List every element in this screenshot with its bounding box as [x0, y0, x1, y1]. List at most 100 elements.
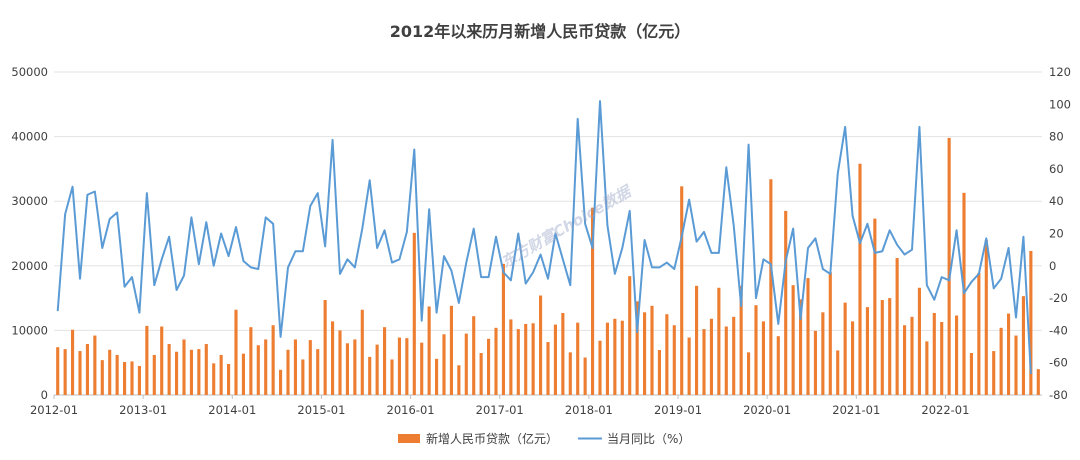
y-right-tick-label: -40 [1049, 323, 1068, 337]
loan-bar [501, 263, 505, 395]
loan-bar [806, 278, 810, 395]
loan-bar [487, 338, 491, 395]
loan-bar [717, 287, 721, 395]
loan-bar [851, 321, 855, 395]
y-axis-right: -80 -60 -40 -20 0 20 40 60 80 100 120 [1049, 65, 1071, 402]
loan-bar [865, 307, 869, 395]
legend-line-label: 当月同比（%） [607, 432, 690, 446]
loan-bar [227, 363, 231, 395]
loan-bar [256, 345, 260, 395]
loan-bar [212, 363, 216, 395]
loan-bar [739, 285, 743, 395]
loan-bar [999, 327, 1003, 395]
loan-bar [375, 344, 379, 395]
loan-bar [182, 339, 186, 395]
loan-bar [331, 321, 335, 395]
loan-bar [271, 325, 275, 395]
x-tick-label: 2014-01 [208, 403, 256, 417]
x-tick-label: 2015-01 [297, 403, 345, 417]
loan-bar [903, 325, 907, 395]
y-left-tick-label: 40000 [11, 130, 48, 144]
loan-bar [605, 322, 609, 395]
loan-bar [71, 329, 75, 395]
loan-bar [657, 349, 661, 395]
loan-bar [316, 349, 320, 395]
loan-bar [160, 326, 164, 395]
loan-bar [932, 312, 936, 395]
loan-bar [397, 337, 401, 395]
loan-bar [732, 316, 736, 395]
loan-bar [412, 232, 416, 395]
loan-bar [553, 324, 557, 395]
loan-bar [761, 321, 765, 395]
loan-bar [598, 340, 602, 395]
loan-bar [301, 359, 305, 395]
loan-bar [665, 314, 669, 395]
loan-bar [479, 353, 483, 395]
loan-bar [992, 351, 996, 395]
loan-bar [650, 305, 654, 395]
loan-bar [368, 356, 372, 395]
loan-bar [568, 352, 572, 395]
loan-bar [360, 309, 364, 395]
loan-bar [880, 300, 884, 395]
loan-bar [197, 349, 201, 395]
loan-bar [286, 349, 290, 395]
x-tick-label: 2013-01 [119, 403, 167, 417]
loan-bar [100, 360, 104, 395]
loan-bar [167, 343, 171, 395]
loan-bar [524, 323, 528, 395]
loan-bar [152, 354, 156, 395]
loan-bar [672, 325, 676, 395]
y-axis-left: 0 10000 20000 30000 40000 50000 [11, 65, 48, 402]
y-right-tick-label: 20 [1049, 227, 1064, 241]
loan-bar [613, 318, 617, 395]
loan-bar [784, 210, 788, 395]
loan-bar [78, 351, 82, 395]
legend: 新增人民币贷款（亿元） 当月同比（%） [398, 431, 690, 446]
y-right-tick-label: 80 [1049, 130, 1064, 144]
loan-bar [293, 339, 297, 395]
y-left-tick-label: 10000 [11, 323, 48, 337]
x-tick-label: 2012-01 [30, 403, 78, 417]
loan-bar [702, 329, 706, 395]
yoy-line [56, 100, 1032, 375]
loan-bar [539, 295, 543, 395]
y-left-tick-label: 50000 [11, 65, 48, 79]
loan-bar [1014, 335, 1018, 395]
y-left-tick-label: 30000 [11, 194, 48, 208]
x-tick-label: 2017-01 [476, 403, 524, 417]
loan-bar [776, 336, 780, 395]
loan-bar [457, 365, 461, 395]
y-right-tick-label: -80 [1049, 388, 1068, 402]
loan-bar [984, 239, 988, 395]
loan-bar [130, 361, 134, 395]
loan-bar [241, 353, 245, 395]
loan-bar [836, 350, 840, 395]
y-right-tick-label: -20 [1049, 291, 1068, 305]
loan-bar [175, 351, 179, 395]
loan-bar [442, 334, 446, 395]
loan-bar [249, 327, 253, 395]
x-tick-label: 2022-01 [921, 403, 969, 417]
loan-bar [1021, 296, 1025, 395]
watermark: 东方财富Choice数据 [498, 181, 636, 271]
legend-bar-label: 新增人民币贷款（亿元） [426, 431, 558, 446]
loan-bar [724, 326, 728, 395]
loan-bar-series [56, 137, 1040, 395]
x-axis: 2012-01 2013-01 2014-01 2015-01 2016-01 2017-… [30, 395, 969, 417]
y-right-tick-label: 120 [1049, 65, 1071, 79]
loan-bar [494, 327, 498, 395]
loan-bar [940, 322, 944, 395]
loan-bar [108, 349, 112, 395]
loan-bar [123, 362, 127, 395]
loan-bar [345, 343, 349, 395]
loan-bar [947, 137, 951, 395]
loan-bar [420, 342, 424, 395]
x-tick-label: 2018-01 [565, 403, 613, 417]
loan-bar [93, 335, 97, 395]
loan-bar [531, 323, 535, 395]
x-tick-label: 2020-01 [743, 403, 791, 417]
loan-bar [353, 339, 357, 395]
